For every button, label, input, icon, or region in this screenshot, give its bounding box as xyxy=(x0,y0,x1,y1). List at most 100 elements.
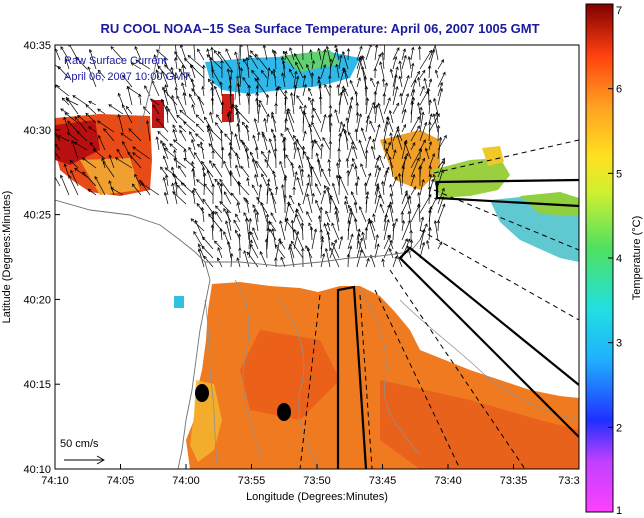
current-vector-head xyxy=(295,208,299,212)
current-vector xyxy=(240,139,250,151)
current-vector-head xyxy=(290,240,295,245)
current-vector-head xyxy=(74,167,78,172)
current-vector xyxy=(239,67,242,88)
current-vector-head xyxy=(259,251,263,255)
current-vector-head xyxy=(230,192,235,197)
current-vector xyxy=(365,102,375,124)
y-tick-label: 40:10 xyxy=(23,464,51,476)
current-vector-head xyxy=(283,136,287,141)
current-vector xyxy=(382,258,385,268)
current-vector-head xyxy=(254,53,259,58)
current-vector xyxy=(355,166,358,178)
current-vector xyxy=(247,251,259,268)
current-vector-head xyxy=(219,81,223,85)
dashed-line-2 xyxy=(433,189,579,251)
current-vector-head xyxy=(126,85,130,90)
current-vector xyxy=(306,193,313,214)
current-vector xyxy=(392,56,397,70)
current-vector xyxy=(337,162,340,178)
current-vector xyxy=(428,99,431,115)
current-vector-head xyxy=(339,235,344,240)
current-vector-head xyxy=(316,158,321,163)
current-vector-head xyxy=(201,85,205,90)
current-vector-head xyxy=(314,140,318,144)
current-vector xyxy=(230,69,232,79)
current-vector xyxy=(172,191,187,205)
current-vector-head xyxy=(303,83,307,88)
current-vector-head xyxy=(120,132,124,136)
current-vector-head xyxy=(187,55,192,59)
current-vector-head xyxy=(322,136,326,141)
current-vector-head xyxy=(223,160,227,165)
current-vector-head xyxy=(292,134,297,139)
current-vector xyxy=(202,236,214,250)
current-vector-head xyxy=(208,78,212,83)
current-vector-head xyxy=(228,110,232,114)
current-vector-head xyxy=(360,127,365,132)
current-vector xyxy=(383,121,389,142)
current-vector-head xyxy=(421,178,425,183)
current-vector-head xyxy=(372,138,376,143)
current-vector xyxy=(255,147,259,160)
current-vector-head xyxy=(327,114,332,118)
current-vector-head xyxy=(162,176,166,181)
current-vector xyxy=(221,130,223,151)
current-vector xyxy=(437,72,446,88)
current-vector-head xyxy=(333,239,338,243)
scale-label: 50 cm/s xyxy=(60,438,99,450)
current-vector-head xyxy=(350,140,355,145)
current-vector xyxy=(428,78,432,88)
current-vector xyxy=(122,75,133,88)
current-vector-head xyxy=(428,121,432,126)
current-vector xyxy=(217,181,223,196)
current-vector-head xyxy=(308,222,312,226)
current-vector xyxy=(338,133,341,151)
current-vector-head xyxy=(266,182,271,186)
current-vector-head xyxy=(288,246,292,250)
current-vector xyxy=(279,241,286,250)
current-vector-head xyxy=(354,165,358,170)
current-vector-head xyxy=(259,99,263,104)
current-vector xyxy=(296,95,304,106)
current-vector xyxy=(202,167,205,178)
current-vector-head xyxy=(172,128,176,133)
current-vector xyxy=(217,257,223,268)
current-vector xyxy=(311,114,314,124)
current-vector xyxy=(291,92,295,115)
current-vector xyxy=(57,135,70,142)
current-vector-head xyxy=(320,235,325,240)
current-vector-head xyxy=(261,173,265,178)
current-vector-head xyxy=(284,89,288,94)
current-vector xyxy=(163,177,169,196)
current-vector-head xyxy=(398,75,402,80)
current-vector-head xyxy=(394,255,398,260)
current-vector xyxy=(221,101,223,115)
current-vector xyxy=(392,66,398,88)
current-vector-head xyxy=(381,77,386,82)
current-vector-head xyxy=(140,182,145,186)
current-vector xyxy=(235,165,241,178)
current-vector xyxy=(223,160,232,178)
current-vector-head xyxy=(300,168,305,172)
current-vector xyxy=(425,148,430,160)
current-vector xyxy=(55,84,61,88)
current-vector-head xyxy=(401,219,406,224)
current-vector xyxy=(334,109,340,124)
current-vector-head xyxy=(243,197,247,201)
current-vector xyxy=(274,50,277,70)
current-vector-head xyxy=(349,211,354,215)
current-vector-head xyxy=(293,228,297,233)
current-vector-head xyxy=(297,202,302,207)
current-vector xyxy=(408,56,412,70)
bathymetry-contours xyxy=(204,279,579,469)
current-vector-head xyxy=(114,157,119,161)
current-vector-head xyxy=(170,66,174,71)
current-vector-head xyxy=(317,215,322,219)
current-vector-head xyxy=(427,185,432,190)
current-vector-head xyxy=(224,133,228,137)
current-vector-head xyxy=(350,191,355,195)
current-vector-head xyxy=(230,252,234,257)
current-vector-head xyxy=(191,88,195,92)
current-vector-head xyxy=(55,133,58,137)
current-vector-head xyxy=(260,150,265,155)
